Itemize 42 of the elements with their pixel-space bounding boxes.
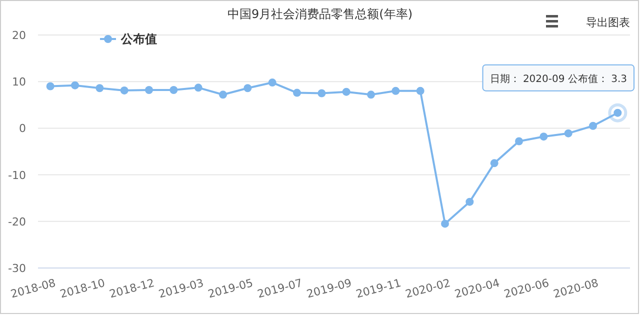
point (318, 89, 326, 98)
point (145, 86, 153, 94)
x-tick-label: 2020-08 (552, 276, 600, 301)
x-tick-label: 2019-11 (354, 276, 402, 301)
legend-label: 公布值 (120, 32, 157, 46)
point (268, 78, 276, 87)
point (170, 86, 178, 94)
x-tick-label: 2018-10 (58, 276, 106, 301)
point (342, 88, 350, 96)
point (367, 90, 375, 99)
y-tick-label: 20 (12, 29, 26, 42)
x-tick-label: 2019-03 (157, 276, 206, 301)
x-tick-label: 2019-09 (305, 276, 354, 301)
x-tick-label: 2018-08 (9, 276, 58, 301)
text: 导出图表 (586, 16, 630, 29)
y-tick-label: -20 (8, 215, 26, 228)
annotation: 日期： 2020-09 公布值： 3.3 (490, 72, 627, 85)
point (194, 84, 202, 92)
y-tick-label: 10 (12, 76, 26, 89)
chart-title: 中国9月社会消费品零售总额(年率) (228, 7, 412, 21)
point (71, 81, 79, 90)
tooltip: 日期： 2020-09 公布值： 3.3 (482, 64, 634, 92)
point (540, 132, 548, 141)
point (392, 86, 400, 95)
point (293, 88, 301, 97)
point (244, 84, 252, 92)
point (466, 198, 474, 206)
point (441, 220, 449, 228)
point (490, 159, 498, 168)
point (219, 90, 227, 99)
point (564, 129, 572, 138)
x-tick-label: 2018-12 (108, 276, 156, 301)
y-tick-label: -30 (8, 262, 26, 275)
point (46, 82, 54, 90)
y-tick-label: -10 (8, 168, 26, 182)
point (416, 86, 424, 95)
point (96, 84, 104, 92)
x-tick-label: 2020-02 (404, 276, 452, 301)
y-tick-label: 0 (19, 122, 26, 136)
point (515, 137, 523, 146)
point (589, 122, 597, 130)
point (120, 86, 128, 94)
